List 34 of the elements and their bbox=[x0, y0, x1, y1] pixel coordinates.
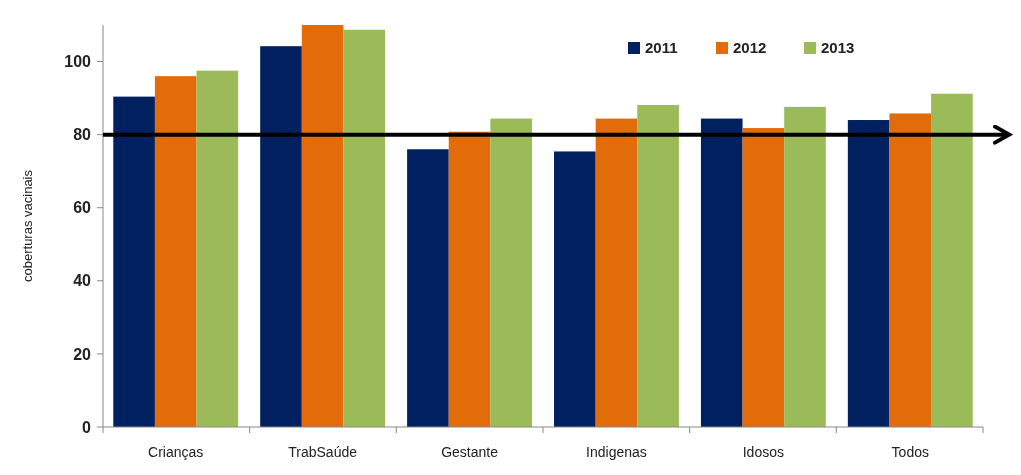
bar bbox=[343, 29, 386, 427]
y-tick-label: 20 bbox=[73, 345, 92, 363]
y-tick-label: 0 bbox=[82, 418, 92, 436]
x-tick-label: Todos bbox=[891, 444, 929, 460]
bar bbox=[700, 118, 743, 427]
legend-label: 2013 bbox=[821, 39, 855, 57]
y-tick-label: 60 bbox=[73, 199, 92, 217]
bar bbox=[301, 25, 344, 427]
x-tick-label: Indigenas bbox=[586, 444, 647, 460]
y-axis-title: coberturas vacinais bbox=[20, 169, 35, 282]
y-tick-label: 80 bbox=[73, 126, 92, 144]
bar bbox=[554, 151, 596, 427]
legend-label: 2012 bbox=[733, 39, 767, 57]
bar bbox=[889, 113, 932, 427]
legend-label: 2011 bbox=[645, 39, 678, 57]
x-tick-label: TrabSaúde bbox=[288, 444, 358, 460]
y-tick-label: 40 bbox=[73, 272, 92, 290]
bar bbox=[490, 118, 532, 427]
bar bbox=[847, 120, 890, 427]
x-tick-label: Crianças bbox=[148, 444, 204, 460]
bar bbox=[595, 118, 638, 427]
bar bbox=[260, 46, 302, 427]
bar bbox=[154, 76, 197, 427]
bar bbox=[448, 131, 491, 427]
y-tick-label: 100 bbox=[64, 53, 92, 71]
bar bbox=[196, 70, 239, 427]
bar bbox=[742, 128, 785, 427]
bar bbox=[113, 96, 155, 427]
x-tick-label: Gestante bbox=[441, 444, 499, 460]
bar bbox=[637, 105, 679, 427]
x-tick-label: Idosos bbox=[742, 444, 784, 460]
bar bbox=[931, 93, 973, 427]
bar bbox=[407, 149, 449, 427]
bar bbox=[784, 106, 826, 427]
